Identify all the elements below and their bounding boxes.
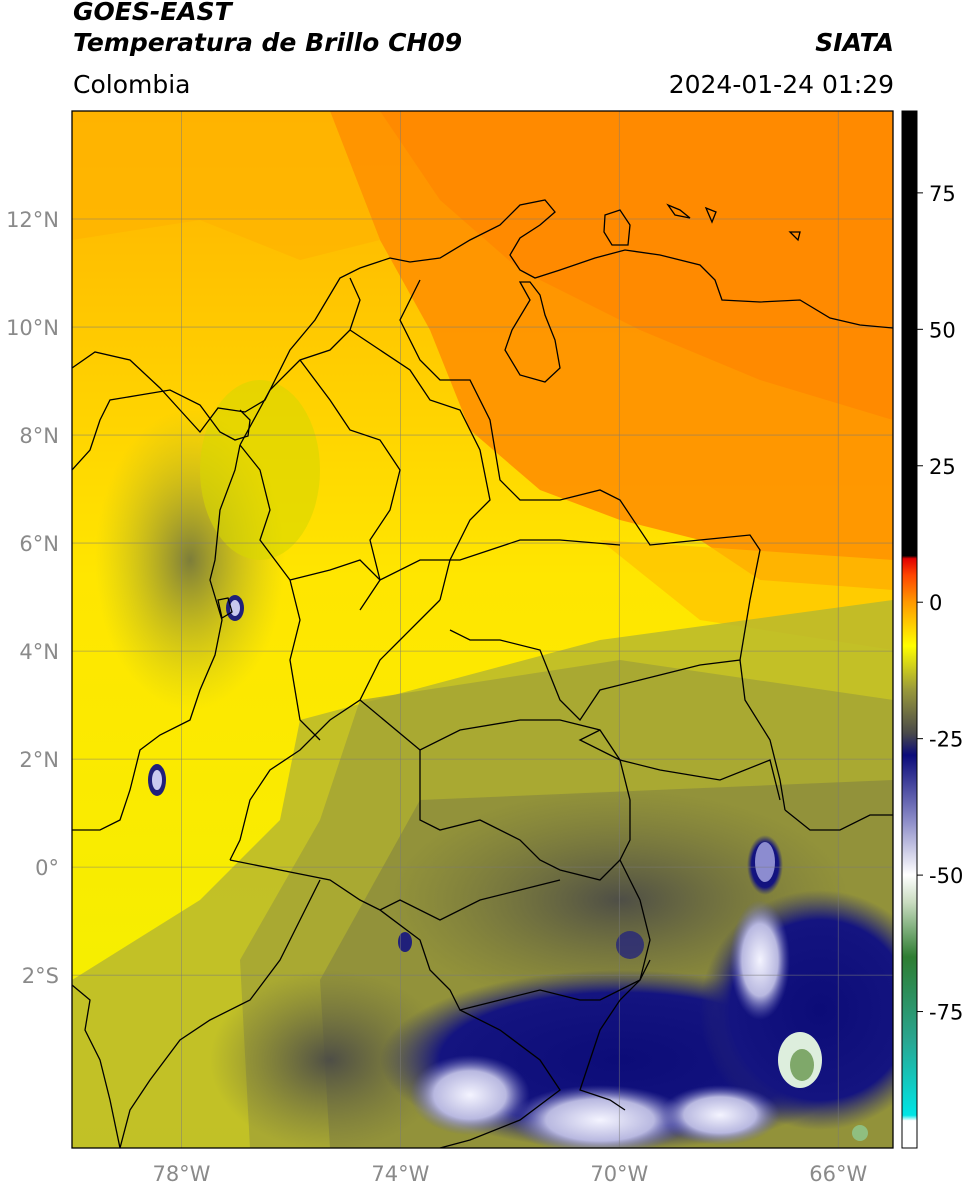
latitude-tick-label: 12°N: [6, 208, 59, 232]
longitude-tick-label: 78°W: [152, 1162, 210, 1186]
colorbar-tick-label: 0: [929, 591, 942, 615]
brand-label: SIATA: [815, 28, 894, 57]
map-frame: [71, 110, 894, 1149]
colorbar-gradient: [901, 110, 918, 1149]
timestamp-label: 2024-01-24 01:29: [668, 70, 894, 99]
latitude-tick-labels: 12°N 10°N 8°N 6°N 4°N 2°N 0° 2°S: [6, 208, 59, 988]
colorbar: 75 50 25 0 -25 -50 -75: [901, 110, 963, 1149]
colorbar-tick-label: 25: [929, 455, 956, 479]
product-title: Temperatura de Brillo CH09: [73, 28, 463, 57]
longitude-tick-label: 66°W: [809, 1162, 867, 1186]
colorbar-tick-label: -75: [929, 1001, 963, 1025]
colorbar-ticks: 75 50 25 0 -25 -50 -75: [917, 182, 963, 1025]
longitude-tick-label: 70°W: [590, 1162, 648, 1186]
latitude-tick-label: 2°N: [19, 748, 59, 772]
colorbar-tick-label: -50: [929, 864, 963, 888]
longitude-tick-label: 74°W: [371, 1162, 429, 1186]
colorbar-tick-label: 75: [929, 182, 956, 206]
latitude-tick-label: 10°N: [6, 316, 59, 340]
brightness-temperature-field: [72, 111, 893, 1148]
latitude-tick-label: 0°: [35, 856, 59, 880]
latitude-tick-label: 8°N: [19, 424, 59, 448]
latitude-tick-label: 6°N: [19, 532, 59, 556]
colorbar-tick-label: 50: [929, 318, 956, 342]
colorbar-tick-label: -25: [929, 728, 963, 752]
satellite-title: GOES-EAST: [73, 0, 232, 26]
coastlines-and-borders: [72, 199, 893, 1148]
longitude-tick-labels: 78°W 74°W 70°W 66°W: [152, 1162, 867, 1186]
latitude-tick-label: 4°N: [19, 640, 59, 664]
latitude-tick-label: 2°S: [22, 964, 59, 988]
region-label: Colombia: [73, 70, 191, 99]
